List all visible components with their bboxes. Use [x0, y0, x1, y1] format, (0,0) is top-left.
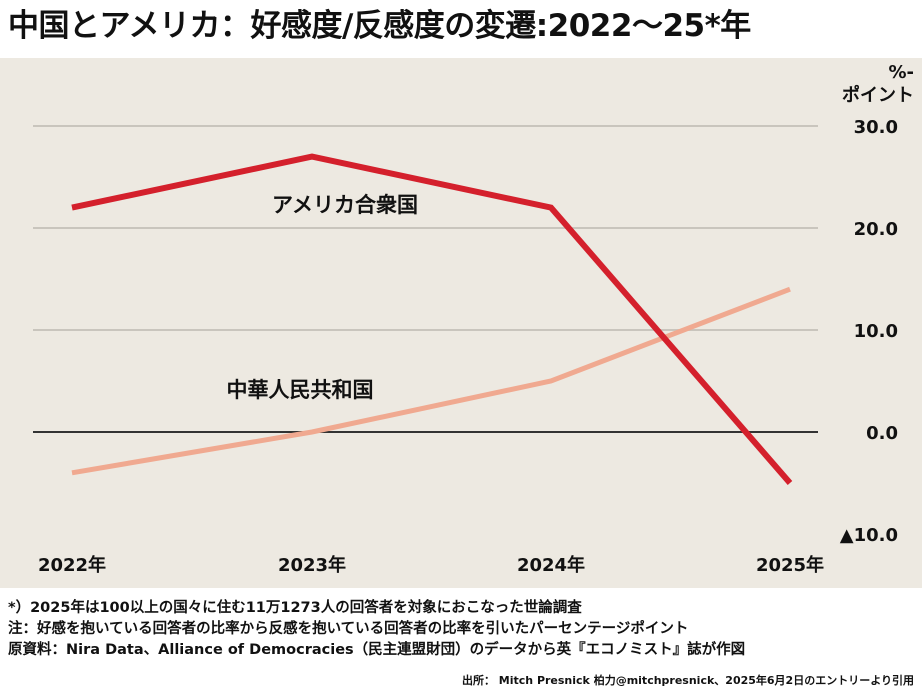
- note-definition: 注：好感を抱いている回答者の比率から反感を抱いている回答者の比率を引いたパーセン…: [8, 621, 689, 637]
- y-unit-label: ポイント: [842, 84, 914, 106]
- y-tick-label: 0.0: [866, 423, 898, 444]
- y-unit-label: %-: [888, 62, 914, 83]
- y-tick-label: ▲10.0: [840, 525, 898, 546]
- series-label-bg: [216, 373, 384, 407]
- note-survey: *）2025年は100以上の国々に住む11万1273人の回答者を対象におこなった…: [8, 600, 582, 616]
- plot-area: [0, 58, 922, 588]
- series-label-bg: [261, 188, 429, 222]
- y-tick-label: 10.0: [854, 321, 898, 342]
- chart-title: 中国とアメリカ：好感度/反感度の変遷:2022〜25*年: [8, 8, 751, 44]
- y-tick-label: 30.0: [854, 117, 898, 138]
- x-tick-label: 2025年: [756, 554, 824, 576]
- source-credit: 出所： Mitch Presnick 柏力@mitchpresnick、2025…: [461, 674, 914, 687]
- series-label-usa: アメリカ合衆国: [272, 193, 418, 217]
- x-tick-label: 2023年: [278, 554, 346, 576]
- notes: *）2025年は100以上の国々に住む11万1273人の回答者を対象におこなった…: [8, 598, 918, 661]
- x-tick-label: 2024年: [517, 554, 585, 576]
- series-line-china: [71, 286, 791, 476]
- series-line-usa: [71, 153, 793, 485]
- series-label-china: 中華人民共和国: [227, 378, 374, 402]
- note-original-source: 原資料：Nira Data、Alliance of Democracies（民主…: [8, 642, 746, 658]
- y-tick-label: 20.0: [854, 219, 898, 240]
- x-tick-label: 2022年: [38, 554, 106, 576]
